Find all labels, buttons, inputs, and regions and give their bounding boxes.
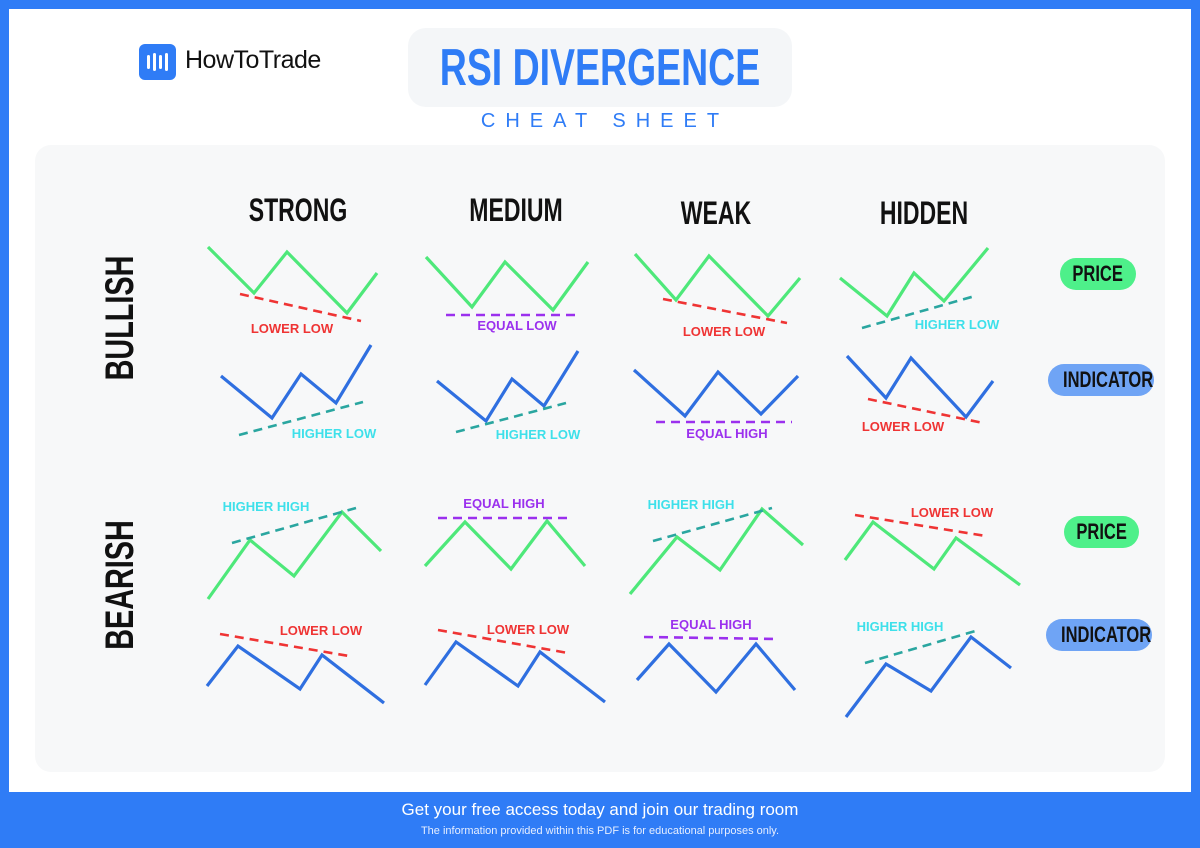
bullish-medium-price-line xyxy=(424,255,590,313)
page-title: RSI DIVERGENCE xyxy=(439,39,761,97)
bullish-hidden-price-label: HIGHER LOW xyxy=(915,317,1000,332)
bearish-strong-indicator-label: LOWER LOW xyxy=(280,623,363,638)
bullish-weak-indicator-label: EQUAL HIGH xyxy=(686,426,767,441)
sound-bars-icon xyxy=(139,44,176,80)
bearish-medium-price-line xyxy=(423,518,587,572)
bearish-hidden-price-line xyxy=(843,519,1021,587)
bullish-weak-price-label: LOWER LOW xyxy=(683,324,766,339)
column-header-strong: STRONG xyxy=(248,192,348,228)
bearish-strong-price-trendline xyxy=(231,506,357,545)
bullish-medium-indicator-label: HIGHER LOW xyxy=(496,427,581,442)
bearish-hidden-indicator-trendline xyxy=(864,628,980,665)
bearish-hidden-price-label: LOWER LOW xyxy=(911,505,994,520)
bearish-weak-price-line xyxy=(628,506,805,596)
bearish-strong-price-label: HIGHER HIGH xyxy=(223,499,310,514)
bullish-medium-indicator-trendline xyxy=(455,401,567,434)
bullish-hidden-indicator-label: LOWER LOW xyxy=(862,419,945,434)
title-box xyxy=(408,28,792,107)
bullish-hidden-price-line xyxy=(838,246,990,319)
price-pill-bearish: PRICE xyxy=(1064,516,1139,548)
bullish-strong-price-line xyxy=(206,245,379,316)
bearish-weak-indicator-trendline xyxy=(643,635,778,641)
bullish-strong-price-trendline xyxy=(239,292,362,323)
footer-disclaimer: The information provided within this PDF… xyxy=(420,825,780,837)
price-pill-bullish: PRICE xyxy=(1060,258,1136,290)
bullish-strong-indicator-label: HIGHER LOW xyxy=(292,426,377,441)
bearish-medium-indicator-trendline xyxy=(437,628,569,655)
bullish-medium-price-label: EQUAL LOW xyxy=(477,318,557,333)
column-header-medium: MEDIUM xyxy=(469,192,563,228)
bearish-weak-price-label: HIGHER HIGH xyxy=(648,497,735,512)
column-header-weak: WEAK xyxy=(680,195,752,231)
bullish-strong-price-label: LOWER LOW xyxy=(251,321,334,336)
bullish-strong-indicator-line xyxy=(219,344,373,421)
bullish-hidden-price-trendline xyxy=(861,294,976,330)
page-subtitle: CHEAT SHEET xyxy=(480,110,730,132)
bullish-strong-indicator-trendline xyxy=(238,400,364,437)
brand-name: HowToTrade xyxy=(185,46,321,74)
bearish-medium-indicator-line xyxy=(423,639,606,704)
bearish-weak-indicator-line xyxy=(635,641,797,695)
bearish-weak-indicator-label: EQUAL HIGH xyxy=(670,617,751,632)
bullish-hidden-indicator-line xyxy=(845,354,995,420)
bearish-strong-indicator-trendline xyxy=(219,632,350,658)
bearish-medium-indicator-label: LOWER LOW xyxy=(487,622,570,637)
bearish-hidden-price-trendline xyxy=(854,513,987,538)
bearish-strong-price-line xyxy=(206,509,383,600)
indicator-pill-bullish: INDICATOR xyxy=(1048,364,1154,396)
bullish-weak-indicator-line xyxy=(632,368,800,419)
bullish-weak-price-line xyxy=(633,252,802,319)
indicator-pill-bearish: INDICATOR xyxy=(1046,619,1152,651)
column-header-hidden: HIDDEN xyxy=(879,195,969,231)
footer-cta: Get your free access today and join our … xyxy=(401,800,799,819)
bearish-weak-price-trendline xyxy=(652,506,773,543)
bullish-weak-price-trendline xyxy=(662,297,788,325)
bearish-strong-indicator-line xyxy=(205,643,385,705)
bearish-hidden-indicator-line xyxy=(844,634,1012,718)
bullish-hidden-indicator-trendline xyxy=(867,397,984,425)
bearish-hidden-indicator-label: HIGHER HIGH xyxy=(857,619,944,634)
bearish-medium-price-label: EQUAL HIGH xyxy=(463,496,544,511)
bullish-medium-indicator-line xyxy=(435,350,580,424)
